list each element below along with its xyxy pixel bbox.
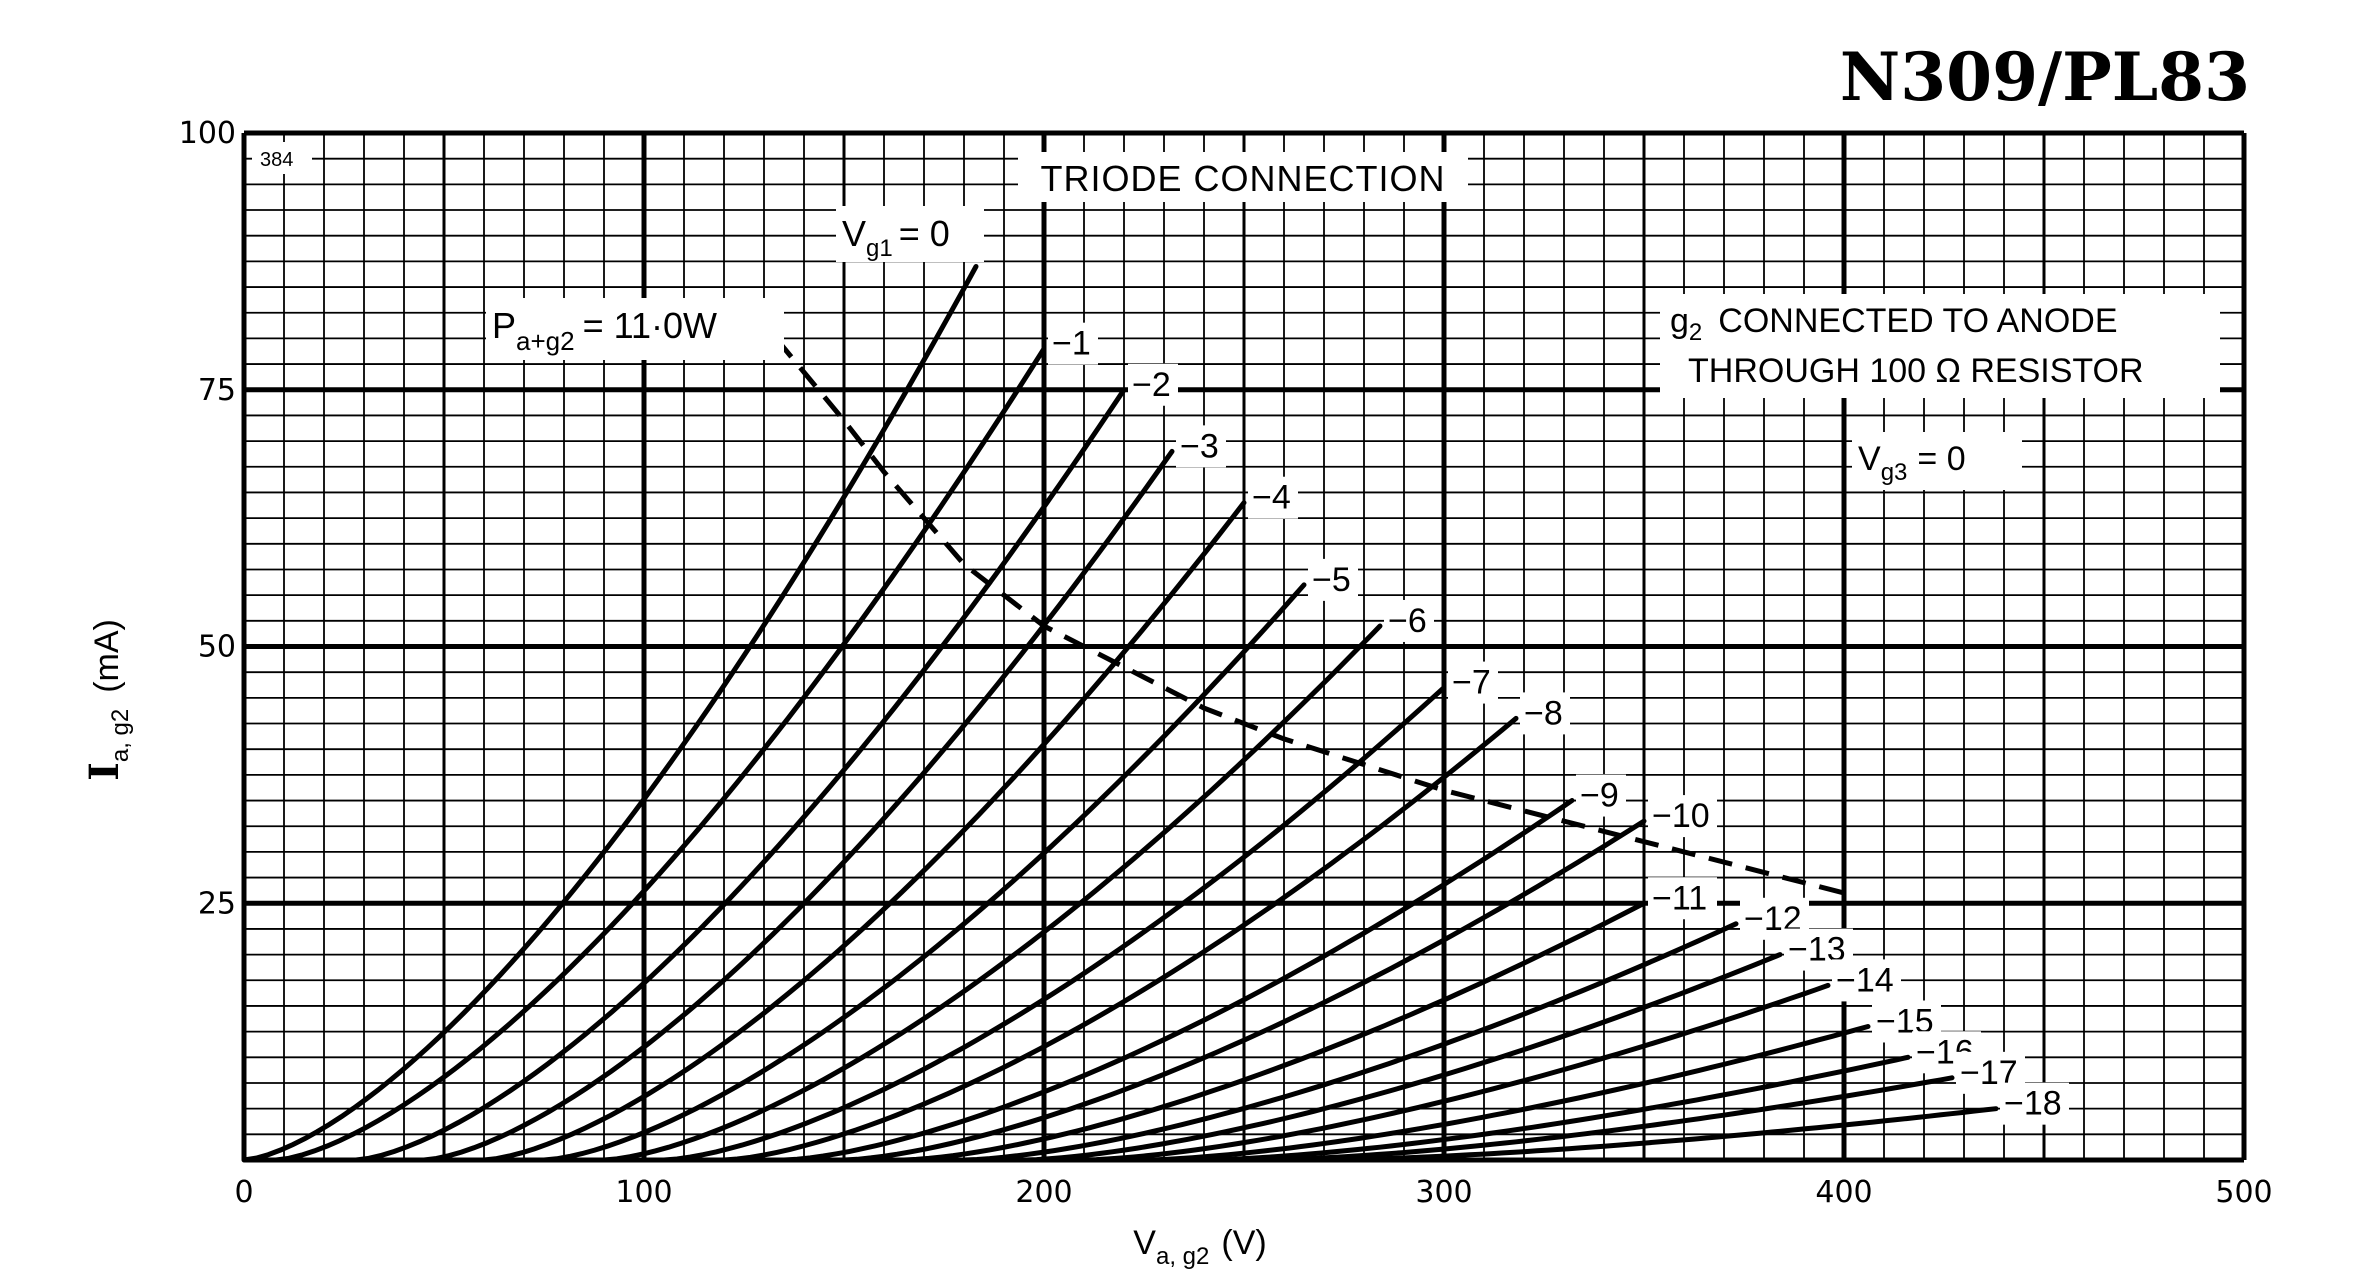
curve-label-bg	[2000, 1082, 2069, 1125]
curve-label: −2	[1132, 366, 1171, 404]
curve-label: −5	[1312, 561, 1351, 599]
chart-id: 384	[260, 149, 293, 171]
curve-label: −4	[1252, 479, 1291, 517]
curve-label-bg	[1308, 558, 1358, 601]
pmax-sub: a+g2	[516, 326, 575, 356]
characteristic-curve	[421, 448, 1175, 1163]
chart-title: N309/PL83	[1840, 38, 2250, 116]
curve-label-bg	[1832, 959, 1901, 1002]
x-tick-label: 100	[615, 1175, 672, 1210]
y-tick-labels: 25 50 75 100	[179, 116, 236, 921]
curve-label-bg	[1648, 877, 1717, 920]
characteristic-curve	[1081, 982, 1831, 1163]
characteristic-curve	[353, 387, 1127, 1163]
characteristic-curve	[241, 264, 979, 1163]
curve-group	[241, 264, 1999, 1163]
characteristic-curve	[1321, 1106, 1999, 1163]
curve-label: −8	[1524, 694, 1563, 732]
curve-label: −7	[1452, 664, 1491, 702]
x-tick-label: 300	[1415, 1175, 1472, 1210]
g2-note-line1: g2 CONNECTED TO ANODE	[1670, 302, 2118, 346]
curve-labels: −1−2−3−4−5−6−7−8−9−10−11−12−13−14−15−16−…	[1048, 322, 2069, 1125]
y-tick-label: 75	[198, 373, 236, 408]
curve-label: −14	[1836, 961, 1894, 999]
x-axis-label: Va, g2 (V)	[1133, 1224, 1266, 1270]
vg3-main: V	[1858, 440, 1881, 478]
y-axis-label: Ia, g2 (mA)	[81, 619, 134, 781]
vg1-main: V	[842, 213, 866, 254]
curve-label-bg	[1384, 599, 1434, 642]
y-axis-label-sub: a, g2	[107, 709, 134, 762]
curve-label: −10	[1652, 797, 1710, 835]
curve-label-bg	[1176, 425, 1226, 468]
x-tick-labels: 0 100 200 300 400 500	[234, 1175, 2272, 1210]
g2-note-g: g	[1670, 302, 1689, 340]
x-tick-label: 0	[234, 1175, 253, 1210]
x-axis-label-unit: (V)	[1221, 1224, 1266, 1262]
curve-label: −3	[1180, 427, 1219, 465]
vg1-label: Vg1 = 0	[842, 213, 950, 262]
curve-label-bg	[1648, 795, 1717, 838]
curve-label-bg	[1520, 692, 1570, 735]
pmax-label: Pa+g2 = 11·0W	[492, 305, 717, 356]
x-tick-label: 200	[1015, 1175, 1072, 1210]
x-axis-label-main: V	[1133, 1224, 1156, 1262]
curve-label: −18	[2004, 1085, 2062, 1123]
characteristic-curve	[481, 500, 1247, 1163]
curve-label-bg	[1048, 322, 1098, 365]
characteristic-curve	[601, 623, 1383, 1163]
dissipation-limit-curve	[774, 336, 1845, 896]
chart-subtitle: TRIODE CONNECTION	[1040, 158, 1445, 199]
characteristic-curve	[1201, 1054, 1911, 1163]
curve-label: −11	[1652, 879, 1707, 917]
curve-label: −6	[1388, 602, 1427, 640]
y-tick-label: 100	[179, 116, 236, 151]
vg3-label: Vg3 = 0	[1858, 440, 1966, 486]
vg3-sub: g3	[1881, 459, 1908, 486]
curve-label: −9	[1580, 777, 1619, 815]
y-tick-label: 50	[198, 630, 236, 665]
x-axis-label-sub: a, g2	[1156, 1243, 1209, 1270]
x-tick-label: 500	[2215, 1175, 2272, 1210]
characteristic-curve	[841, 818, 1647, 1163]
characteristic-curve	[1021, 952, 1783, 1163]
characteristic-curve	[961, 921, 1739, 1163]
y-axis-label-unit: (mA)	[88, 619, 126, 693]
characteristic-curve	[721, 715, 1519, 1163]
grid	[241, 130, 2247, 1163]
characteristic-curve	[273, 346, 1047, 1163]
y-tick-label: 25	[198, 886, 236, 921]
curve-label: −1	[1052, 325, 1091, 363]
curve-label-bg	[1576, 774, 1626, 817]
y-axis-label-main: I	[81, 762, 128, 781]
pmax-main: P	[492, 305, 516, 346]
g2-note-rest: CONNECTED TO ANODE	[1718, 302, 2117, 340]
x-tick-label: 400	[1815, 1175, 1872, 1210]
characteristic-curve	[1141, 1024, 1871, 1163]
characteristic-curve	[541, 582, 1307, 1163]
characteristic-curve	[901, 900, 1647, 1163]
characteristic-curve	[781, 798, 1575, 1163]
characteristic-curve	[661, 685, 1447, 1163]
g2-note-sub: 2	[1689, 319, 1702, 346]
curve-label-bg	[1128, 363, 1178, 406]
g2-note-line2: THROUGH 100 Ω RESISTOR	[1688, 352, 2144, 390]
curve-label-bg	[1448, 661, 1498, 704]
characteristic-curve	[1261, 1075, 1955, 1163]
curve-label-bg	[1248, 476, 1298, 519]
pmax-rest: = 11·0W	[583, 305, 717, 346]
vg1-rest: = 0	[899, 213, 950, 254]
vg1-sub: g1	[866, 235, 893, 262]
vg3-rest: = 0	[1917, 440, 1965, 478]
